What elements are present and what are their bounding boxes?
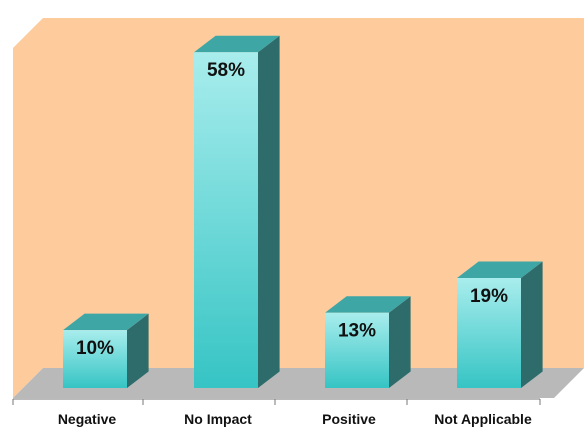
x-tick-label: Negative [58,411,117,427]
bar-side [258,35,280,389]
data-label: 19% [470,286,508,307]
bar-positive [325,296,411,388]
bar-side [389,296,411,388]
data-label: 10% [76,338,114,359]
x-tick-label: No Impact [184,411,252,427]
x-tick-label: Positive [322,411,376,427]
bar-top [457,261,543,278]
bar-side [521,261,543,388]
bar-top [194,35,280,53]
bar-not-applicable [457,261,543,388]
floor [13,368,584,398]
x-tick-label: Not Applicable [434,411,532,427]
bar-front [457,278,521,388]
bar-front [63,330,127,388]
bar-negative [63,313,149,388]
bar-front [194,52,258,389]
data-label: 13% [338,321,376,342]
back-wall [13,18,584,398]
bar-top [63,313,149,331]
bar-front [325,312,389,388]
bar-side [127,313,149,388]
bar-no-impact [194,35,280,389]
data-label: 58% [207,60,245,81]
bar-top [325,296,411,313]
